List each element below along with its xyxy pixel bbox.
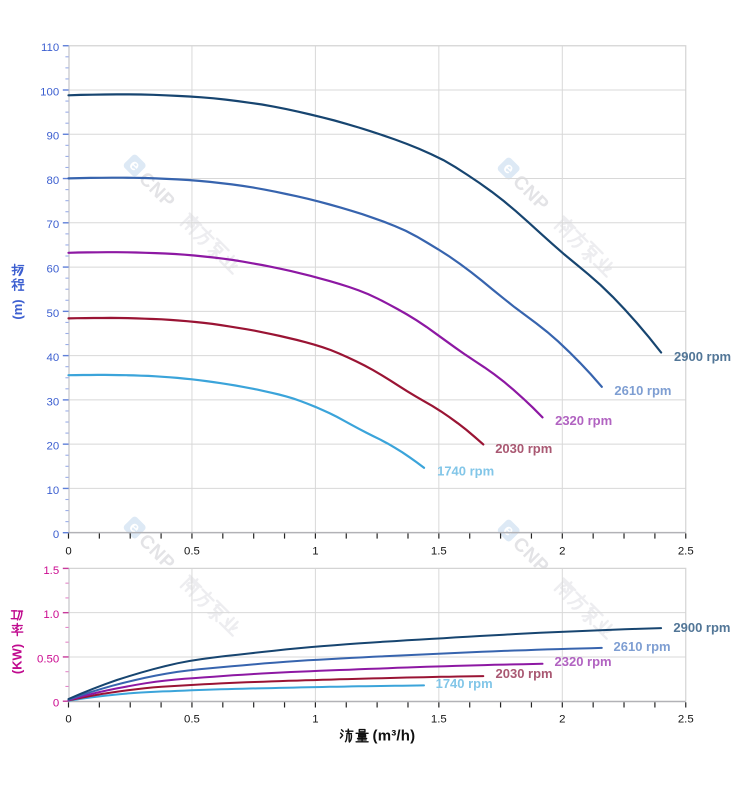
svg-text:1: 1 bbox=[312, 546, 318, 558]
svg-text:1: 1 bbox=[312, 713, 318, 725]
svg-text:2900 rpm: 2900 rpm bbox=[674, 349, 731, 364]
svg-text:2900 rpm: 2900 rpm bbox=[673, 620, 730, 635]
svg-text:1740 rpm: 1740 rpm bbox=[437, 463, 494, 478]
svg-text:(m): (m) bbox=[10, 299, 25, 319]
svg-text:2320 rpm: 2320 rpm bbox=[555, 654, 612, 669]
svg-text:10: 10 bbox=[47, 485, 60, 497]
svg-text:2030 rpm: 2030 rpm bbox=[495, 441, 552, 456]
svg-text:1.5: 1.5 bbox=[431, 546, 447, 558]
svg-text:2030 rpm: 2030 rpm bbox=[496, 666, 553, 681]
svg-text:80: 80 bbox=[47, 175, 60, 187]
svg-text:0: 0 bbox=[53, 698, 59, 710]
svg-text:2320 rpm: 2320 rpm bbox=[555, 413, 612, 428]
svg-text:2610 rpm: 2610 rpm bbox=[614, 639, 671, 654]
svg-text:2: 2 bbox=[559, 546, 565, 558]
svg-text:0: 0 bbox=[65, 546, 71, 558]
svg-text:0: 0 bbox=[65, 713, 71, 725]
svg-text:110: 110 bbox=[41, 42, 59, 54]
svg-text:60: 60 bbox=[47, 263, 60, 275]
svg-text:(KW): (KW) bbox=[9, 644, 24, 674]
svg-text:40: 40 bbox=[47, 352, 60, 364]
svg-text:90: 90 bbox=[47, 131, 60, 143]
svg-text:0.5: 0.5 bbox=[184, 546, 200, 558]
svg-text:100: 100 bbox=[40, 86, 59, 98]
svg-text:1.0: 1.0 bbox=[43, 609, 59, 621]
svg-text:1740 rpm: 1740 rpm bbox=[436, 676, 493, 691]
svg-text:2610 rpm: 2610 rpm bbox=[614, 383, 671, 398]
svg-text:30: 30 bbox=[47, 396, 60, 408]
svg-text:2: 2 bbox=[559, 713, 565, 725]
svg-text:50: 50 bbox=[47, 308, 60, 320]
svg-text:(m³/h): (m³/h) bbox=[373, 727, 416, 744]
svg-text:1.5: 1.5 bbox=[43, 565, 59, 577]
svg-text:2.5: 2.5 bbox=[678, 713, 694, 725]
svg-text:20: 20 bbox=[47, 441, 60, 453]
svg-text:2.5: 2.5 bbox=[678, 546, 694, 558]
svg-text:1.5: 1.5 bbox=[431, 713, 447, 725]
svg-text:0.5: 0.5 bbox=[184, 713, 200, 725]
svg-text:0.50: 0.50 bbox=[37, 653, 59, 665]
svg-text:70: 70 bbox=[47, 219, 60, 231]
svg-text:0: 0 bbox=[53, 529, 59, 541]
